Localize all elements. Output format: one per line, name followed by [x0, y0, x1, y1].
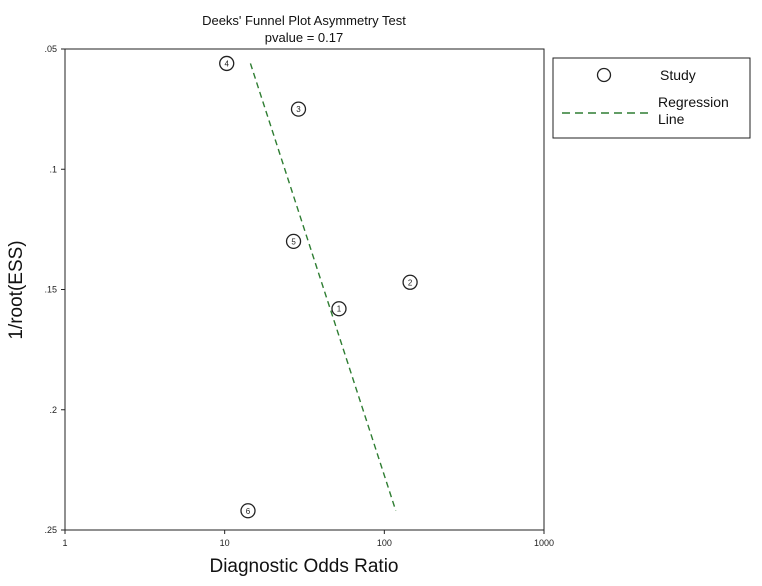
x-tick-label: 1000: [534, 538, 554, 548]
x-tick-label: 100: [377, 538, 392, 548]
y-axis-ticks: .05 .1 .15 .2 .25: [44, 44, 65, 535]
y-axis-title: 1/root(ESS): [6, 240, 27, 339]
study-point-label: 2: [408, 278, 413, 287]
study-points: 1 2 3 4 5 6: [219, 55, 418, 519]
study-point-label: 5: [291, 237, 296, 246]
y-tick-label: .15: [44, 285, 57, 295]
study-point: [331, 301, 347, 317]
y-tick-label: .05: [44, 44, 57, 54]
legend-regression-label-line2: Line: [658, 111, 685, 127]
study-point-label: 3: [296, 105, 301, 114]
legend-study-marker: [596, 67, 612, 83]
y-tick-label: .1: [49, 164, 57, 174]
x-tick-label: 1: [62, 538, 67, 548]
legend: Study Regression Line: [552, 57, 751, 139]
chart-title: Deeks' Funnel Plot Asymmetry Test: [202, 13, 406, 28]
study-point: [285, 233, 302, 250]
study-point-label: 1: [337, 305, 342, 314]
x-axis-ticks: 1 10 100 1000: [62, 530, 554, 548]
regression-line: [249, 63, 397, 511]
x-axis-title: Diagnostic Odds Ratio: [209, 556, 398, 577]
study-point: [402, 274, 418, 290]
y-tick-label: .25: [44, 525, 57, 535]
study-point: [290, 101, 307, 117]
study-point: [240, 503, 256, 519]
study-point: [219, 55, 235, 72]
x-tick-label: 10: [220, 538, 230, 548]
y-tick-label: .2: [49, 405, 57, 415]
legend-box: [552, 57, 751, 139]
plot-area: [64, 48, 545, 531]
chart-subtitle: pvalue = 0.17: [265, 30, 343, 45]
study-point-label: 4: [224, 59, 229, 68]
legend-study-label: Study: [660, 67, 696, 83]
study-point-label: 6: [246, 507, 251, 516]
legend-regression-label-line1: Regression: [658, 94, 729, 110]
